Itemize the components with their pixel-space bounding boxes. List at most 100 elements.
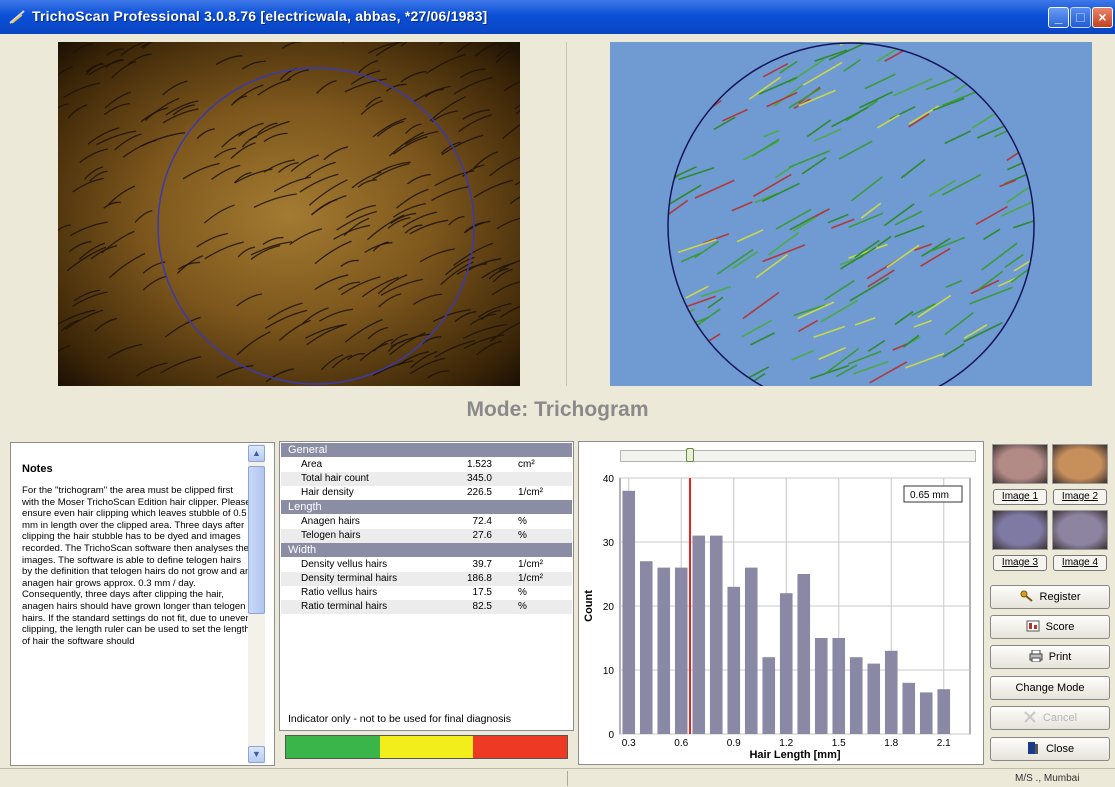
hair-stroke <box>458 114 492 133</box>
hair-stroke <box>395 188 429 209</box>
hair-segment <box>827 213 849 224</box>
hair-stroke <box>69 221 108 237</box>
status-separator <box>567 771 568 786</box>
score-label: Score <box>1045 621 1075 633</box>
hair-segment <box>814 49 848 62</box>
scroll-up-button[interactable]: ▲ <box>248 445 265 462</box>
hair-segment <box>773 84 803 107</box>
hair-segment <box>894 310 914 326</box>
hair-stroke <box>439 42 445 45</box>
threshold-readout-box <box>903 485 963 503</box>
histogram-bar <box>779 593 793 734</box>
stat-value: 82.5 <box>472 601 492 612</box>
hair-stroke <box>109 252 146 279</box>
hair-segment <box>625 197 648 210</box>
image-3-button[interactable]: Image 3 <box>993 555 1047 571</box>
hair-segment <box>628 103 657 115</box>
hair-stroke <box>104 91 132 109</box>
hair-segment <box>902 334 920 348</box>
hair-stroke <box>427 370 449 379</box>
stat-label: Hair density <box>301 487 354 498</box>
chevron-down-icon: ▼ <box>252 749 261 759</box>
hair-stroke <box>375 42 403 57</box>
hair-segment <box>811 208 830 219</box>
stat-label: Ratio vellus hairs <box>301 587 378 598</box>
stat-value: 72.4 <box>472 516 492 527</box>
hair-stroke <box>400 70 427 83</box>
minimize-button[interactable]: _ <box>1048 7 1069 28</box>
image-1-button[interactable]: Image 1 <box>993 489 1047 505</box>
image-4-button[interactable]: Image 4 <box>1053 555 1107 571</box>
hair-segment <box>741 319 773 338</box>
x-tick-label: 1.2 <box>779 738 793 749</box>
stat-label: Density vellus hairs <box>301 559 388 570</box>
hair-segment <box>932 97 965 111</box>
hair-stroke <box>441 134 484 156</box>
thumbnail-image-2[interactable] <box>1052 444 1108 484</box>
hair-segment <box>848 212 884 229</box>
notes-panel[interactable]: Notes For the "trichogram" the area must… <box>10 442 275 766</box>
score-icon <box>1026 620 1040 632</box>
hair-stroke <box>402 211 438 228</box>
hair-stroke <box>108 185 136 205</box>
y-tick-label: 40 <box>603 474 615 485</box>
hair-stroke <box>103 102 131 116</box>
hair-segment <box>864 73 896 90</box>
stat-row: Ratio terminal hairs 82.5% <box>281 600 572 614</box>
hair-segment <box>751 138 780 157</box>
hair-segment <box>700 285 732 298</box>
change-mode-button[interactable]: Change Mode <box>990 676 1110 700</box>
hair-stroke <box>377 274 408 295</box>
hair-stroke <box>304 161 336 179</box>
hair-stroke <box>367 214 405 241</box>
hair-stroke <box>176 255 203 274</box>
hair-stroke <box>120 42 147 57</box>
hair-stroke <box>367 326 389 340</box>
maximize-button[interactable]: □ <box>1070 7 1091 28</box>
title-bar[interactable]: TrichoScan Professional 3.0.8.76 [electr… <box>0 0 1115 34</box>
scroll-down-button[interactable]: ▼ <box>248 746 265 763</box>
length-ruler-slider[interactable] <box>620 450 976 462</box>
hair-segment <box>823 280 855 301</box>
histogram-bar <box>674 567 688 734</box>
thumbnail-image-1[interactable] <box>992 444 1048 484</box>
hair-segment <box>914 243 932 252</box>
histogram-bar <box>919 692 933 734</box>
hair-segment <box>813 325 846 338</box>
x-axis-label: Hair Length [mm] <box>749 749 840 761</box>
close-window-button[interactable]: × <box>1092 7 1113 28</box>
chevron-up-icon: ▲ <box>252 448 261 458</box>
hair-segment <box>611 210 636 228</box>
x-tick-label: 0.6 <box>674 738 688 749</box>
hair-stroke <box>103 201 121 209</box>
notes-scrollbar[interactable]: ▲ ▼ <box>248 444 265 764</box>
cancel-button[interactable]: Cancel <box>990 706 1110 730</box>
hair-stroke <box>305 323 347 339</box>
y-tick-label: 30 <box>603 538 615 549</box>
thumbnail-image-3[interactable] <box>992 510 1048 550</box>
hair-segment <box>775 208 812 230</box>
register-button[interactable]: Register <box>990 585 1110 609</box>
hair-stroke <box>63 82 101 99</box>
close-button[interactable]: Close <box>990 737 1110 761</box>
thumbnail-image-4[interactable] <box>1052 510 1108 550</box>
hair-segment <box>767 231 800 256</box>
hair-stroke <box>465 258 502 272</box>
hair-stroke <box>221 130 246 148</box>
score-button[interactable]: Score <box>990 615 1110 639</box>
hair-segment <box>1024 50 1034 69</box>
hair-segment <box>681 252 701 263</box>
stat-unit: 1/cm² <box>518 573 543 584</box>
hair-stroke <box>456 42 474 54</box>
scalp-hair-overlay <box>58 42 520 385</box>
hair-segment <box>685 285 709 299</box>
hair-segment <box>920 247 951 267</box>
scrollbar-thumb[interactable] <box>248 466 265 614</box>
status-location: M/S ., Mumbai <box>1015 773 1080 784</box>
image-2-button[interactable]: Image 2 <box>1053 489 1107 505</box>
length-ruler-handle[interactable] <box>686 448 694 462</box>
hair-segment <box>755 253 789 279</box>
histogram-bar <box>709 535 723 734</box>
print-button[interactable]: Print <box>990 645 1110 669</box>
hair-segment <box>614 85 638 98</box>
